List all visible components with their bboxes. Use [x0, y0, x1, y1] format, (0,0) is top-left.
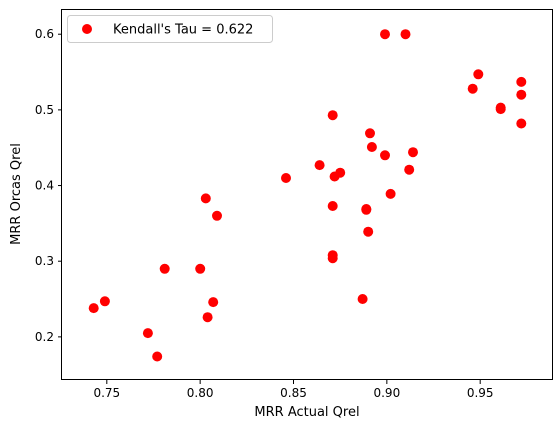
x-tick-label: 0.90 [373, 386, 400, 400]
x-tick-label: 0.95 [467, 386, 494, 400]
x-axis-label: MRR Actual Qrel [254, 405, 359, 420]
y-tick-label: 0.4 [35, 179, 54, 193]
legend-label: Kendall's Tau = 0.622 [113, 23, 253, 38]
data-point [99, 296, 110, 307]
y-tick-label: 0.2 [35, 330, 54, 344]
data-point [195, 263, 206, 274]
data-point [380, 150, 390, 161]
legend-marker [82, 24, 92, 34]
y-tick-label: 0.3 [35, 254, 54, 268]
data-point [327, 253, 338, 264]
x-tick-label: 0.85 [280, 386, 307, 400]
data-point [366, 142, 377, 152]
data-point [142, 328, 153, 339]
data-point [361, 204, 372, 215]
data-point [159, 263, 170, 274]
y-axis-ticks: 0.2 0.3 0.4 0.5 0.6 [35, 27, 62, 344]
data-point [385, 188, 396, 199]
x-tick-label: 0.75 [93, 386, 120, 400]
data-point [516, 89, 527, 100]
data-point [327, 110, 338, 121]
data-point [516, 118, 527, 129]
legend-box [67, 15, 273, 43]
data-point [404, 164, 415, 175]
data-point [208, 297, 219, 308]
y-tick-label: 0.5 [35, 103, 54, 117]
data-point [200, 193, 211, 204]
data-point [495, 104, 506, 115]
data-point [357, 294, 368, 304]
data-point [88, 303, 99, 314]
data-point [380, 29, 390, 40]
x-tick-label: 0.80 [187, 386, 214, 400]
y-axis-label: MRR Orcas Qrel [9, 143, 24, 245]
data-point [314, 160, 325, 171]
data-point [467, 83, 478, 94]
data-point [400, 29, 411, 40]
data-point [327, 201, 338, 211]
data-point [281, 173, 291, 183]
data-point [202, 312, 213, 323]
data-point [335, 167, 346, 178]
legend: Kendall's Tau = 0.622 [67, 15, 273, 43]
data-point [365, 128, 375, 139]
x-axis-ticks: 0.75 0.80 0.85 0.90 0.95 [93, 380, 494, 400]
data-point [363, 226, 374, 237]
points-layer [88, 29, 527, 362]
y-tick-label: 0.6 [35, 27, 54, 41]
data-point [212, 210, 222, 221]
data-point [152, 351, 163, 362]
data-point [473, 69, 484, 80]
data-point [516, 76, 527, 87]
data-point [408, 147, 418, 158]
plot-frame [61, 9, 553, 380]
